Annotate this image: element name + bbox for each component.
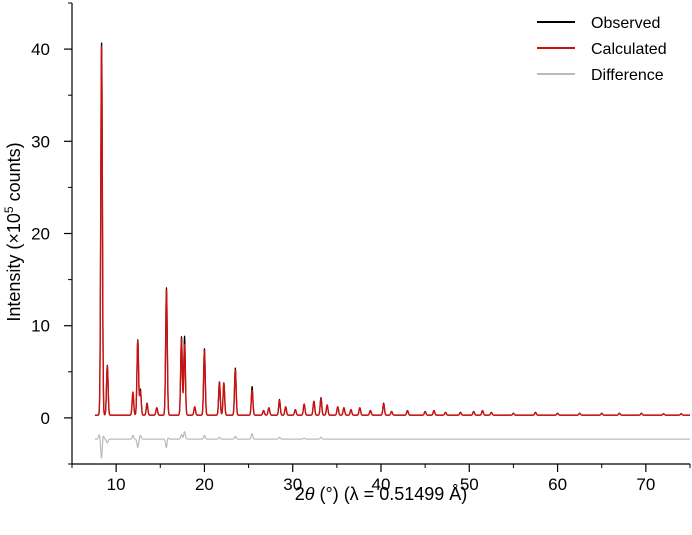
plot-area bbox=[94, 42, 691, 459]
x-tick-label: 60 bbox=[548, 475, 567, 494]
y-tick-label: 40 bbox=[31, 40, 50, 59]
x-axis-label: 2θ (°) (λ = 0.51499 Å) bbox=[295, 484, 468, 504]
x-tick-label: 10 bbox=[107, 475, 126, 494]
series-difference bbox=[94, 431, 691, 459]
axis-ticks: 10 20 30 40 50 60 70 0 10 20 30 40 bbox=[31, 2, 691, 494]
legend-label-calculated: Calculated bbox=[591, 41, 667, 58]
series-calculated bbox=[94, 46, 691, 416]
legend: Observed Calculated Difference bbox=[537, 15, 667, 84]
y-tick-label: 10 bbox=[31, 317, 50, 336]
y-tick-label: 0 bbox=[41, 409, 50, 428]
y-tick-label: 30 bbox=[31, 132, 50, 151]
y-tick-label: 20 bbox=[31, 225, 50, 244]
x-tick-label: 20 bbox=[195, 475, 214, 494]
legend-label-difference: Difference bbox=[591, 67, 664, 84]
x-tick-label: 50 bbox=[460, 475, 479, 494]
x-tick-label: 70 bbox=[636, 475, 655, 494]
legend-label-observed: Observed bbox=[591, 15, 660, 32]
y-axis-label: Intensity (×105 counts) bbox=[2, 142, 24, 321]
x-tick-label: 30 bbox=[283, 475, 302, 494]
x-tick-label: 40 bbox=[372, 475, 391, 494]
